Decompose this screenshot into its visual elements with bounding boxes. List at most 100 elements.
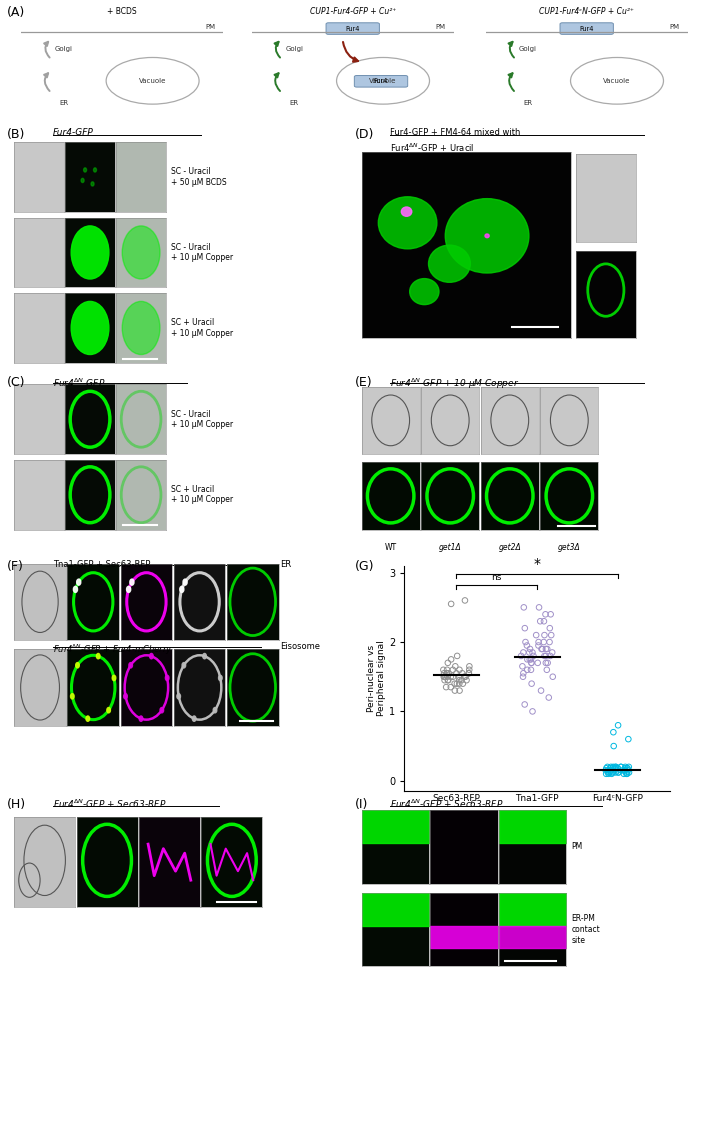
Point bbox=[520, 633, 531, 651]
Point bbox=[538, 633, 549, 651]
Text: ER: ER bbox=[59, 100, 68, 106]
Point bbox=[518, 598, 530, 616]
Text: PM: PM bbox=[435, 24, 446, 30]
Circle shape bbox=[428, 245, 470, 282]
Point bbox=[527, 644, 538, 662]
Point bbox=[610, 763, 621, 781]
Point bbox=[605, 762, 617, 780]
Text: PM: PM bbox=[205, 24, 216, 30]
Text: (D): (D) bbox=[354, 128, 374, 142]
Point bbox=[608, 737, 620, 755]
Point bbox=[454, 660, 465, 678]
Text: (G): (G) bbox=[354, 560, 374, 574]
Point bbox=[440, 678, 452, 696]
Point bbox=[447, 667, 459, 685]
Point bbox=[535, 682, 547, 700]
Point bbox=[608, 724, 619, 742]
Circle shape bbox=[160, 708, 164, 713]
Text: Tna1-GFP + Sec63-RFP: Tna1-GFP + Sec63-RFP bbox=[53, 560, 150, 569]
Point bbox=[525, 640, 536, 658]
Point bbox=[526, 654, 537, 672]
Point bbox=[533, 633, 545, 651]
Point bbox=[535, 612, 546, 630]
Circle shape bbox=[122, 301, 160, 355]
Point bbox=[603, 765, 614, 783]
Point bbox=[613, 717, 624, 735]
Point bbox=[540, 605, 551, 623]
Text: Fur4$^{\Delta N}$-GFP: Fur4$^{\Delta N}$-GFP bbox=[53, 376, 106, 389]
Text: Fur4-GFP + FM4-64 mixed with
Fur4$^{\Delta N}$-GFP + Uracil: Fur4-GFP + FM4-64 mixed with Fur4$^{\Del… bbox=[390, 128, 520, 154]
Point bbox=[604, 760, 615, 778]
Circle shape bbox=[130, 579, 134, 585]
Circle shape bbox=[401, 207, 412, 216]
Point bbox=[519, 695, 530, 713]
Point bbox=[623, 763, 635, 781]
Text: Fur4$^{\Delta N}$-GFP + Sec63-RFP: Fur4$^{\Delta N}$-GFP + Sec63-RFP bbox=[390, 798, 503, 810]
Circle shape bbox=[485, 234, 489, 238]
Point bbox=[452, 647, 463, 665]
Point bbox=[439, 667, 450, 685]
Point bbox=[539, 647, 550, 665]
Point bbox=[541, 660, 552, 678]
Point bbox=[544, 633, 555, 651]
Text: ns: ns bbox=[491, 574, 502, 583]
Text: PM: PM bbox=[571, 843, 583, 851]
Point bbox=[437, 660, 449, 678]
Point bbox=[623, 762, 634, 780]
Point bbox=[603, 762, 614, 780]
Point bbox=[447, 660, 459, 678]
Text: SC - Uracil
+ 10 μM Copper: SC - Uracil + 10 μM Copper bbox=[171, 409, 233, 429]
Point bbox=[532, 637, 544, 655]
Y-axis label: Peri-nuclear vs
Peripheral signal: Peri-nuclear vs Peripheral signal bbox=[367, 640, 386, 717]
Text: ER-PM
contact
site: ER-PM contact site bbox=[571, 914, 601, 944]
Circle shape bbox=[123, 693, 128, 699]
Point bbox=[538, 612, 549, 630]
Text: ER: ER bbox=[280, 560, 291, 569]
Point bbox=[451, 664, 462, 682]
Point bbox=[620, 757, 631, 775]
Text: ER: ER bbox=[289, 100, 298, 106]
Point bbox=[610, 760, 622, 778]
Point bbox=[601, 760, 612, 778]
Point bbox=[608, 763, 619, 781]
Text: Eisosome: Eisosome bbox=[280, 642, 320, 651]
Point bbox=[620, 760, 631, 778]
Point bbox=[517, 657, 528, 675]
Point bbox=[526, 675, 537, 693]
Circle shape bbox=[445, 198, 529, 273]
Circle shape bbox=[107, 708, 111, 713]
Point bbox=[459, 667, 470, 685]
Point bbox=[536, 640, 547, 658]
Point bbox=[456, 672, 467, 690]
Point bbox=[620, 765, 632, 783]
Point bbox=[526, 654, 537, 672]
Point bbox=[460, 667, 471, 685]
Circle shape bbox=[139, 716, 143, 721]
Point bbox=[623, 757, 635, 775]
Point bbox=[459, 592, 471, 610]
Point bbox=[545, 605, 557, 623]
Text: Fur4: Fur4 bbox=[345, 26, 360, 32]
Point bbox=[527, 647, 539, 665]
Circle shape bbox=[203, 654, 206, 659]
Text: (H): (H) bbox=[7, 798, 26, 811]
Circle shape bbox=[74, 586, 77, 593]
Point bbox=[613, 763, 624, 781]
Point bbox=[521, 637, 532, 655]
Point bbox=[522, 660, 533, 678]
Circle shape bbox=[122, 225, 160, 279]
Point bbox=[607, 760, 618, 778]
Point bbox=[439, 672, 450, 690]
Point bbox=[461, 672, 472, 690]
Text: Golgi: Golgi bbox=[55, 46, 73, 52]
Circle shape bbox=[213, 708, 217, 713]
Point bbox=[463, 664, 474, 682]
Text: (B): (B) bbox=[7, 128, 26, 142]
Point bbox=[445, 678, 457, 696]
Point bbox=[610, 757, 622, 775]
Text: SC - Uracil
+ 10 μM Copper: SC - Uracil + 10 μM Copper bbox=[171, 242, 233, 263]
Point bbox=[547, 644, 558, 662]
Point bbox=[547, 667, 559, 685]
Point bbox=[442, 654, 454, 672]
Point bbox=[544, 619, 555, 637]
